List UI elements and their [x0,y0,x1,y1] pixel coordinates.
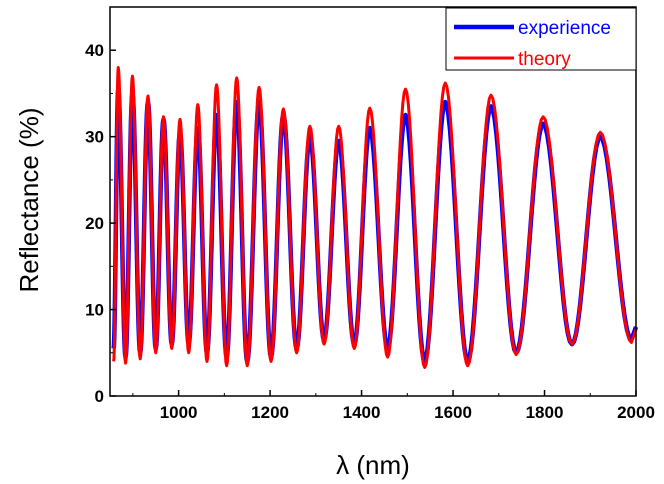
x-axis-ticks: 1000 1200 1400 1600 1800 2000 [132,390,655,422]
legend-label-theory: theory [518,49,571,70]
legend: experience theory [445,7,637,71]
series-line-theory [112,66,638,369]
plot-curves [111,66,639,369]
x-tick-label: 1800 [526,403,564,422]
y-tick-label: 40 [85,41,104,60]
legend-box [445,7,637,71]
y-axis-title: Reflectance (%) [14,108,44,293]
x-tick-label: 2000 [617,403,655,422]
y-tick-label: 30 [85,128,104,147]
x-tick-label: 1400 [343,403,381,422]
y-tick-label: 0 [95,387,104,406]
x-tick-label: 1600 [434,403,472,422]
y-axis-ticks: 0 10 20 30 40 [85,41,116,406]
x-tick-label: 1200 [251,403,289,422]
x-axis-title: λ (nm) [336,450,410,480]
x-tick-label: 1000 [160,403,198,422]
y-tick-label: 20 [85,214,104,233]
plot-frame [109,6,637,397]
legend-label-experience: experience [518,18,611,39]
y-tick-label: 10 [85,301,104,320]
